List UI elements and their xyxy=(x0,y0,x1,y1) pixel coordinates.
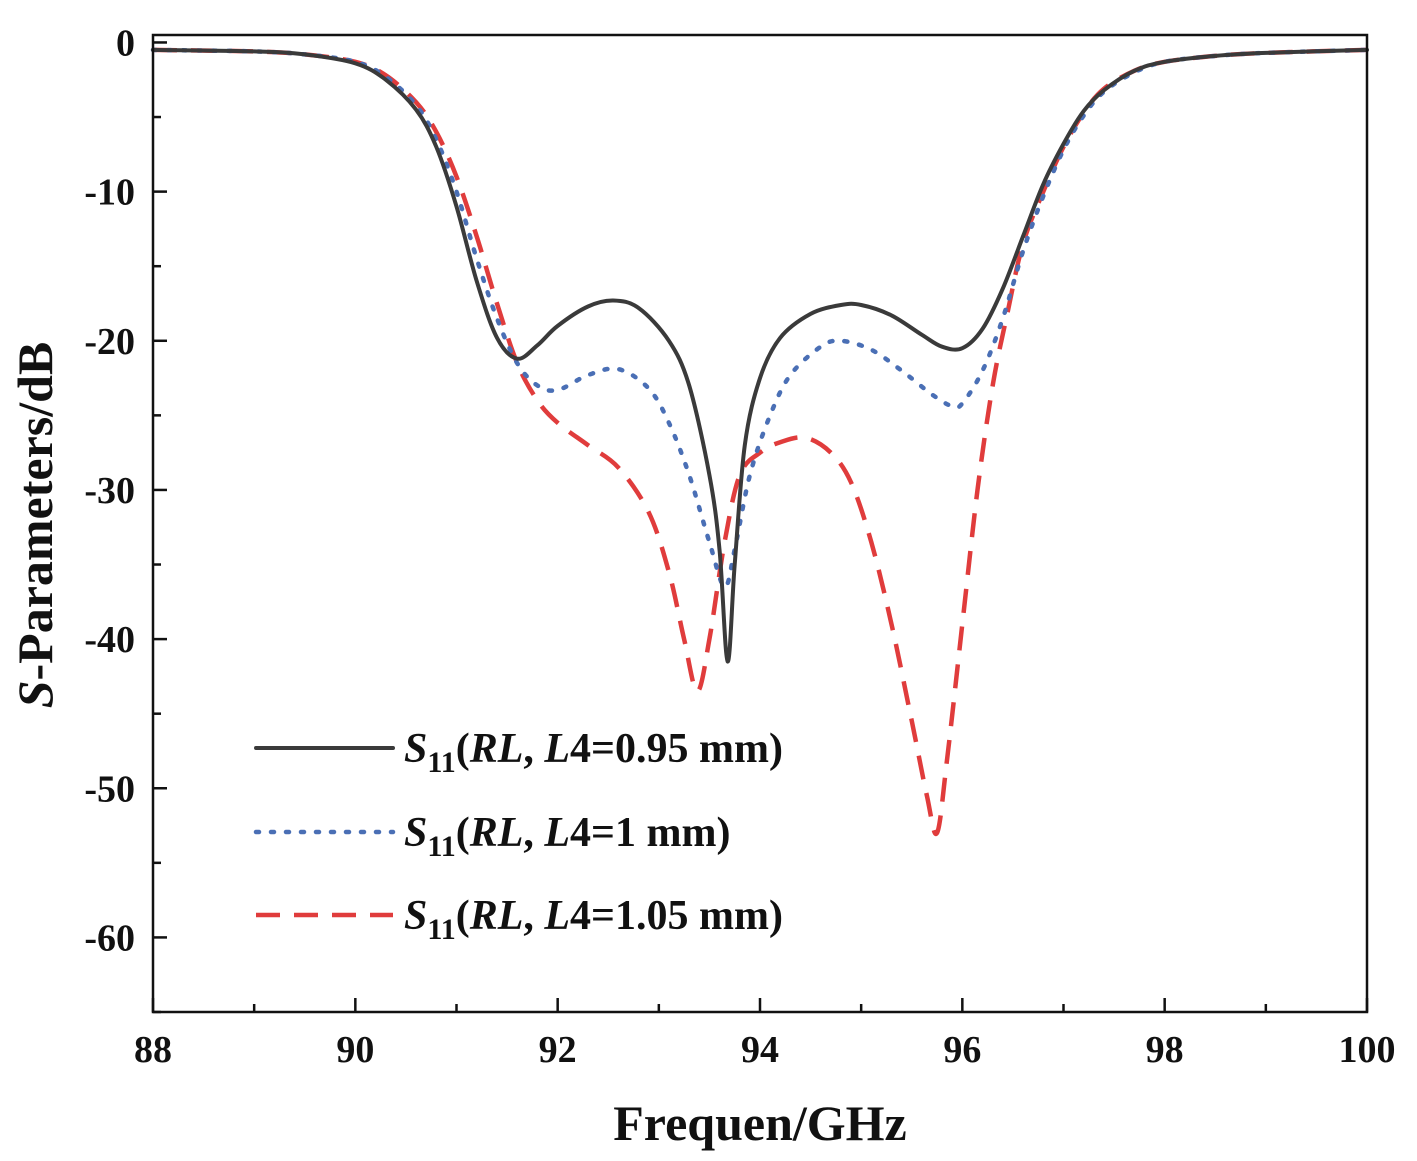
legend-part: L xyxy=(543,726,570,772)
legend: S11(RL, L4=0.95 mm)S11(RL, L4=1 mm)S11(R… xyxy=(253,726,783,946)
legend-part: , xyxy=(523,893,544,939)
legend-part: 11 xyxy=(427,913,455,946)
y-axis-title-rest: -Parameters/dB xyxy=(7,342,63,681)
legend-part: 4=1.05 mm) xyxy=(570,893,783,939)
x-tick-label: 92 xyxy=(539,1029,577,1071)
plot-frame xyxy=(151,33,1369,1014)
legend-part: , xyxy=(523,726,544,772)
legend-part: ( xyxy=(456,726,470,772)
y-tick-label: -40 xyxy=(84,619,135,661)
legend-part: RL xyxy=(469,726,524,772)
legend-part: RL xyxy=(469,810,524,856)
x-tick-label: 100 xyxy=(1339,1029,1396,1071)
x-tick-label: 98 xyxy=(1146,1029,1184,1071)
y-tick-label: -50 xyxy=(84,768,135,810)
y-tick-label: -10 xyxy=(84,172,135,214)
legend-part: L xyxy=(543,810,570,856)
legend-part: 4=0.95 mm) xyxy=(570,726,783,772)
y-axis-title: S-Parameters/dB xyxy=(7,342,63,709)
series-line-3 xyxy=(152,47,1368,837)
plot-lines xyxy=(150,47,1370,837)
legend-label-2: S11(RL, L4=1 mm) xyxy=(404,810,730,863)
axes xyxy=(151,33,1369,1014)
y-tick-label: -30 xyxy=(84,470,135,512)
legend-part: RL xyxy=(469,893,524,939)
y-tick-label: -20 xyxy=(84,321,135,363)
legend-part: ( xyxy=(456,810,470,856)
x-tick-label: 94 xyxy=(741,1029,779,1071)
legend-part: 4=1 mm) xyxy=(570,810,730,856)
legend-part: 11 xyxy=(427,830,455,863)
y-ticks: 0 -10 -20 -30 -40 -50 -60 xyxy=(84,22,167,1014)
series-line-1 xyxy=(151,47,1369,664)
legend-part: L xyxy=(543,893,570,939)
y-tick-label: -60 xyxy=(84,917,135,959)
x-tick-label: 90 xyxy=(336,1029,374,1071)
x-ticks: 88 90 92 94 96 98 100 xyxy=(134,998,1396,1071)
x-tick-label: 96 xyxy=(943,1029,981,1071)
legend-part: S xyxy=(404,726,427,772)
legend-label-3: S11(RL, L4=1.05 mm) xyxy=(404,893,783,946)
legend-label-1: S11(RL, L4=0.95 mm) xyxy=(404,726,783,779)
legend-part: ( xyxy=(456,893,470,939)
legend-part: S xyxy=(404,810,427,856)
series-line-2 xyxy=(150,47,1370,590)
legend-part: S xyxy=(404,893,427,939)
x-tick-label: 88 xyxy=(134,1029,172,1071)
x-axis-title: Frequen/GHz xyxy=(613,1095,907,1151)
legend-part: , xyxy=(523,810,544,856)
y-tick-label: 0 xyxy=(116,22,135,64)
legend-part: 11 xyxy=(427,746,455,779)
y-axis-title-italic: S xyxy=(7,680,63,708)
